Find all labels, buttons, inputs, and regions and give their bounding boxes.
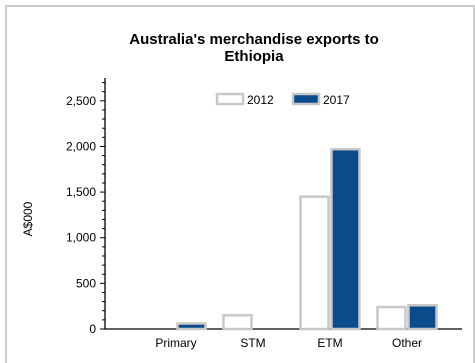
legend-label-2017: 2017: [323, 93, 350, 107]
bar-2017-other: [407, 304, 438, 331]
legend-swatch-2012: [215, 92, 245, 106]
x-tick-label: Other: [392, 336, 422, 350]
chart-frame: [5, 5, 475, 363]
bar-2017-primary: [176, 322, 207, 331]
bar-2012-other: [376, 305, 407, 331]
bars: [176, 147, 438, 331]
y-axis-label: A$000: [21, 201, 35, 236]
chart-title-line2: Ethiopia: [224, 48, 284, 65]
y-tick-label: 0: [89, 322, 96, 336]
bar-2012-stm: [222, 314, 253, 331]
y-tick-label: 1,000: [66, 231, 96, 245]
ticks: 0 500 1,000 1,500 2,000 2,500 Primary STM ETM Oth…: [66, 94, 422, 350]
x-tick-label: Primary: [155, 336, 196, 350]
y-tick-label: 1,500: [66, 185, 96, 199]
y-tick-label: 2,500: [66, 94, 96, 108]
axes: [100, 78, 462, 330]
y-tick-label: 500: [76, 276, 96, 290]
chart-title-line1: Australia's merchandise exports to: [129, 31, 379, 48]
x-tick-label: ETM: [317, 336, 342, 350]
x-tick-label: STM: [240, 336, 265, 350]
bar-2017-etm: [330, 147, 361, 331]
legend-label-2012: 2012: [247, 93, 274, 107]
y-tick-label: 2,000: [66, 139, 96, 153]
bar-2012-etm: [299, 195, 330, 331]
legend-swatch-2017: [291, 92, 321, 106]
legend: 2012 2017: [215, 92, 350, 107]
